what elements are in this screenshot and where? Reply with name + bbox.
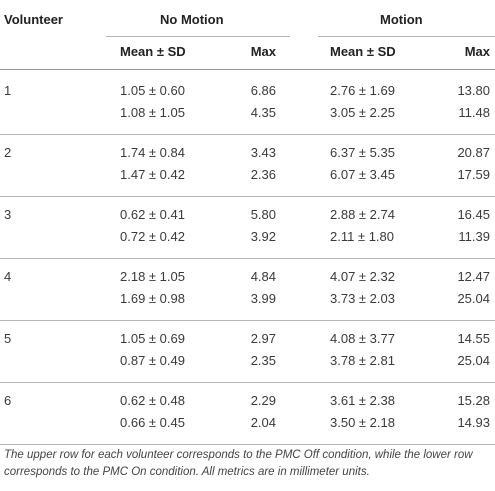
motion-mean-sd-cell: 2.88 ± 2.74 xyxy=(330,207,395,222)
motion-max-cell: 25.04 xyxy=(457,353,490,368)
header-rule xyxy=(0,69,495,70)
no-motion-mean-sd-cell: 0.72 ± 0.42 xyxy=(120,229,185,244)
no-motion-max-cell: 3.99 xyxy=(250,291,276,306)
no-motion-max-cell: 3.43 xyxy=(250,145,276,160)
motion-max-cell: 25.04 xyxy=(457,291,490,306)
motion-max-cell: 20.87 xyxy=(457,145,490,160)
motion-mean-sd-header: Mean ± SD xyxy=(330,44,396,59)
motion-max-cell: 11.48 xyxy=(458,105,490,120)
no-motion-mean-sd-cell: 1.69 ± 0.98 xyxy=(120,291,185,306)
motion-max-cell: 13.80 xyxy=(457,83,490,98)
row-group-divider xyxy=(0,134,495,135)
no-motion-max-cell: 4.84 xyxy=(250,269,276,284)
motion-max-cell: 17.59 xyxy=(457,167,490,182)
no-motion-mean-sd-cell: 0.62 ± 0.48 xyxy=(120,393,185,408)
no-motion-mean-sd-cell: 0.66 ± 0.45 xyxy=(120,415,185,430)
no-motion-mean-sd-cell: 2.18 ± 1.05 xyxy=(120,269,185,284)
no-motion-mean-sd-cell: 1.08 ± 1.05 xyxy=(120,105,185,120)
no-motion-mean-sd-cell: 1.05 ± 0.69 xyxy=(120,331,185,346)
volunteer-header: Volunteer xyxy=(4,12,63,27)
table-bottom-rule xyxy=(0,444,495,445)
motion-mean-sd-cell: 2.11 ± 1.80 xyxy=(330,229,394,244)
no-motion-max-cell: 6.86 xyxy=(250,83,276,98)
motion-header: Motion xyxy=(380,12,423,27)
motion-mean-sd-cell: 3.61 ± 2.38 xyxy=(330,393,395,408)
table-footnote: The upper row for each volunteer corresp… xyxy=(4,449,473,478)
no-motion-max-cell: 4.35 xyxy=(250,105,276,120)
no-motion-max-cell: 2.36 xyxy=(250,167,276,182)
motion-mean-sd-cell: 2.76 ± 1.69 xyxy=(330,83,395,98)
motion-max-cell: 16.45 xyxy=(457,207,490,222)
no-motion-max-cell: 5.80 xyxy=(250,207,276,222)
no-motion-max-cell: 2.97 xyxy=(250,331,276,346)
volunteer-id: 4 xyxy=(4,269,12,284)
motion-mean-sd-cell: 3.05 ± 2.25 xyxy=(330,105,395,120)
no-motion-mean-sd-cell: 1.47 ± 0.42 xyxy=(120,167,185,182)
volunteer-id: 1 xyxy=(4,83,12,98)
row-group-divider xyxy=(0,382,495,383)
row-group-divider xyxy=(0,320,495,321)
motion-underline xyxy=(318,36,495,37)
motion-max-cell: 14.93 xyxy=(457,415,490,430)
no-motion-max-cell: 2.04 xyxy=(250,415,276,430)
no-motion-mean-sd-cell: 1.74 ± 0.84 xyxy=(120,145,185,160)
no-motion-max-cell: 2.35 xyxy=(250,353,276,368)
motion-mean-sd-cell: 6.07 ± 3.45 xyxy=(330,167,395,182)
motion-max-cell: 11.39 xyxy=(458,229,490,244)
row-group-divider xyxy=(0,258,495,259)
motion-max-header: Max xyxy=(464,44,490,59)
no-motion-max-cell: 3.92 xyxy=(250,229,276,244)
motion-mean-sd-cell: 3.50 ± 2.18 xyxy=(330,415,395,430)
row-group-divider xyxy=(0,196,495,197)
motion-mean-sd-cell: 6.37 ± 5.35 xyxy=(330,145,395,160)
no-motion-mean-sd-cell: 0.87 ± 0.49 xyxy=(120,353,185,368)
motion-max-cell: 12.47 xyxy=(457,269,490,284)
motion-mean-sd-cell: 3.78 ± 2.81 xyxy=(330,353,395,368)
no-motion-max-header: Max xyxy=(250,44,276,59)
motion-mean-sd-cell: 3.73 ± 2.03 xyxy=(330,291,395,306)
no-motion-mean-sd-cell: 0.62 ± 0.41 xyxy=(120,207,185,222)
no-motion-underline xyxy=(106,36,290,37)
motion-max-cell: 14.55 xyxy=(457,331,490,346)
motion-max-cell: 15.28 xyxy=(457,393,490,408)
no-motion-max-cell: 2.29 xyxy=(250,393,276,408)
volunteer-id: 6 xyxy=(4,393,12,408)
no-motion-header: No Motion xyxy=(160,12,224,27)
motion-mean-sd-cell: 4.08 ± 3.77 xyxy=(330,331,395,346)
motion-mean-sd-cell: 4.07 ± 2.32 xyxy=(330,269,395,284)
volunteer-id: 3 xyxy=(4,207,12,222)
no-motion-mean-sd-cell: 1.05 ± 0.60 xyxy=(120,83,185,98)
volunteer-id: 5 xyxy=(4,331,12,346)
no-motion-mean-sd-header: Mean ± SD xyxy=(120,44,186,59)
volunteer-id: 2 xyxy=(4,145,12,160)
